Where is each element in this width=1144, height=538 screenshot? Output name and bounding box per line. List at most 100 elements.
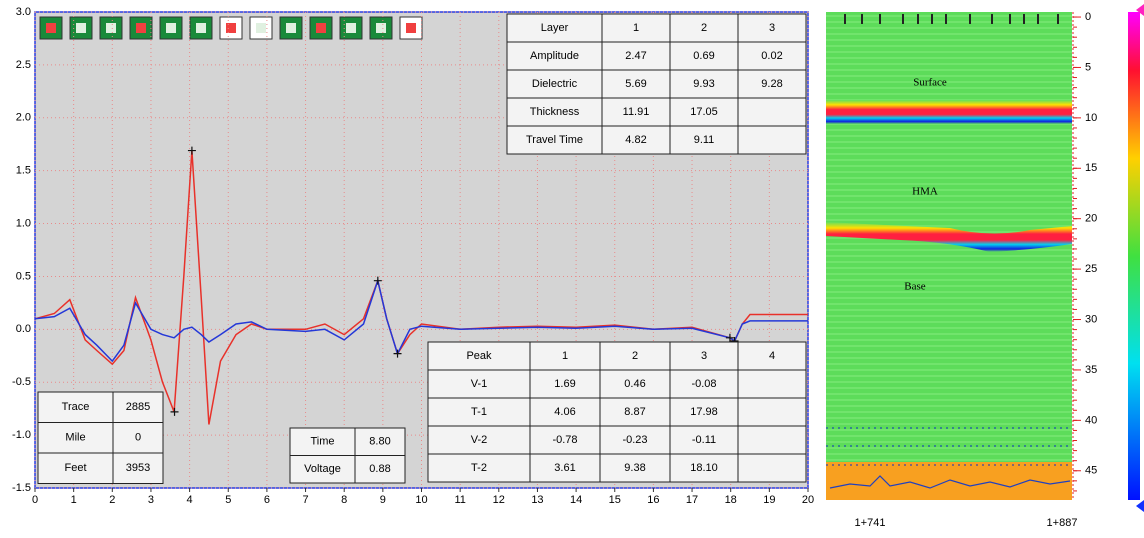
x-tick-label: 10 (415, 494, 427, 506)
table-cell (427, 341, 531, 371)
table-cell (599, 341, 671, 371)
table-text: -0.08 (691, 378, 716, 390)
x-tick-label: 0 (32, 494, 38, 506)
table-cell (506, 125, 603, 155)
table-text: 0.88 (369, 463, 390, 475)
x-tick-label: 1 (71, 494, 77, 506)
x-tick-label: 20 (802, 494, 814, 506)
y-tick-label: -1.0 (12, 429, 31, 441)
toolbar-icon (376, 23, 386, 33)
x-tick-label: 15 (609, 494, 621, 506)
table-text: 1 (562, 350, 568, 362)
table-cell (737, 369, 807, 399)
table-cell (737, 125, 807, 155)
table-cell (354, 427, 406, 456)
x-tick-label: 19 (763, 494, 775, 506)
y-tick-label: 1.0 (16, 217, 31, 229)
table-cell (669, 369, 739, 399)
table-text: -0.11 (692, 434, 716, 446)
depth-tick-label: 15 (1085, 162, 1097, 174)
toolbar-icon (316, 23, 326, 33)
x-tick-label: 17 (686, 494, 698, 506)
y-tick-label: 3.0 (16, 6, 31, 18)
table-text: Feet (64, 462, 86, 474)
y-tick-label: -0.5 (12, 376, 31, 388)
table-cell (506, 69, 603, 99)
toolbar-icon (166, 23, 176, 33)
table-cell (427, 369, 531, 399)
table-text: 9.38 (624, 462, 645, 474)
table-text: 1 (633, 22, 639, 34)
distance-label: 1+887 (1047, 517, 1078, 529)
depth-tick-label: 20 (1085, 213, 1097, 225)
y-tick-label: -1.5 (12, 482, 31, 494)
table-cell (112, 422, 164, 454)
table-text: 17.05 (690, 106, 718, 118)
depth-tick-label: 5 (1085, 61, 1091, 73)
table-text: 0.69 (693, 50, 714, 62)
depth-tick-label: 30 (1085, 313, 1097, 325)
peak-marker (373, 276, 382, 285)
x-tick-label: 5 (225, 494, 231, 506)
table-cell (529, 341, 601, 371)
table-text: 2.47 (625, 50, 646, 62)
table-cell (601, 69, 671, 99)
table-text: Thickness (530, 106, 580, 118)
table-cell (506, 97, 603, 127)
table-cell (112, 391, 164, 423)
table-cell (112, 452, 164, 484)
toolbar-icon (256, 23, 266, 33)
toolbar-icon (406, 23, 416, 33)
table-cell (737, 69, 807, 99)
table-text: V-1 (471, 378, 488, 390)
peak-marker (187, 146, 196, 155)
table-text: -0.78 (552, 434, 577, 446)
table-text: Amplitude (530, 50, 579, 62)
surface-band (826, 100, 1072, 124)
x-tick-label: 13 (531, 494, 543, 506)
table-text: Travel Time (526, 134, 583, 146)
table-cell (669, 125, 739, 155)
table-text: 2 (632, 350, 638, 362)
table-cell (737, 341, 807, 371)
x-tick-label: 11 (454, 494, 465, 506)
table-text: Mile (65, 432, 85, 444)
color-bar-bottom-handle (1136, 500, 1144, 512)
table-cell (599, 369, 671, 399)
table-cell (669, 341, 739, 371)
depth-tick-label: 0 (1085, 11, 1091, 23)
x-tick-label: 14 (570, 494, 582, 506)
table-text: 9.11 (694, 134, 715, 146)
peak-marker (393, 349, 402, 358)
table-cell (37, 422, 114, 454)
table-cell (669, 453, 739, 483)
toolbar-icon (46, 23, 56, 33)
table-text: 0.46 (624, 378, 645, 390)
table-text: Peak (466, 350, 492, 362)
series-line (34, 277, 808, 363)
table-cell (737, 453, 807, 483)
table-text: T-2 (471, 462, 487, 474)
table-cell (289, 427, 356, 456)
table-text: 2885 (126, 401, 150, 413)
table-text: V-2 (471, 434, 488, 446)
table-text: 2 (701, 22, 707, 34)
table-text: 0 (135, 432, 141, 444)
x-tick-label: 2 (109, 494, 115, 506)
table-text: -0.23 (622, 434, 647, 446)
table-cell (737, 13, 807, 43)
table-cell (669, 97, 739, 127)
depth-tick-label: 10 (1085, 112, 1097, 124)
table-text: Dielectric (532, 78, 578, 90)
table-text: 3 (701, 350, 707, 362)
table-text: 9.28 (761, 78, 782, 90)
x-tick-label: 6 (264, 494, 270, 506)
depth-tick-label: 45 (1085, 465, 1097, 477)
y-tick-label: 0.5 (16, 270, 31, 282)
table-text: Trace (62, 401, 90, 413)
x-tick-label: 18 (725, 494, 737, 506)
depth-tick-label: 35 (1085, 364, 1097, 376)
table-cell (37, 391, 114, 423)
y-tick-label: 0.0 (16, 323, 31, 335)
